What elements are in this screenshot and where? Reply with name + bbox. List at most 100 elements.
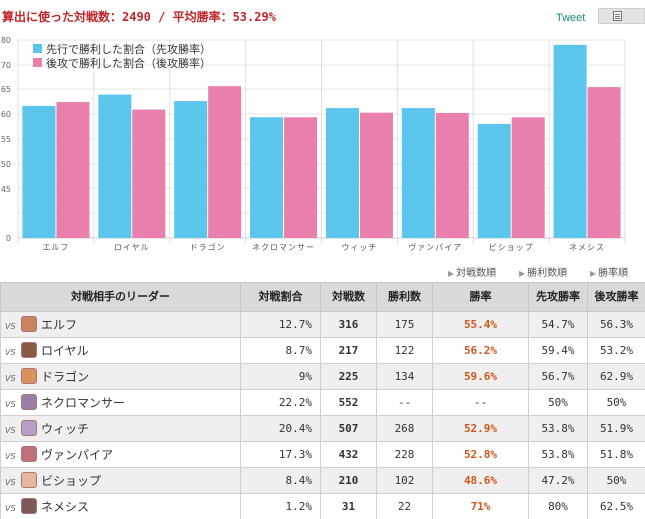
second-winrate-cell: 62.9% bbox=[587, 363, 645, 390]
chart-labels: 0 45 50 55 60 65 70 80 エルフ ロイヤル ドラゴン ネクロマンサー ウィッチ ヴァン… bbox=[1, 36, 605, 252]
y-tick-label: 50 bbox=[1, 160, 11, 169]
sort-by-battles-link[interactable]: ▶ 対戦数順 bbox=[448, 264, 496, 279]
leader-name: ドラゴン bbox=[41, 370, 90, 384]
y-tick-label: 65 bbox=[1, 85, 11, 94]
battles-cell: 31 bbox=[320, 493, 377, 519]
table-row: VS ロイヤル 8.7% 217 122 56.2% 59.4% 53.2% bbox=[0, 337, 645, 364]
second-winrate-bar bbox=[359, 112, 393, 238]
leader-name: エルフ bbox=[41, 318, 78, 332]
sort-options: ▶ 対戦数順 ▶ 勝利数順 ▶ 勝率順 bbox=[0, 262, 645, 279]
y-tick-label: 55 bbox=[1, 135, 11, 144]
leader-name: ネクロマンサー bbox=[41, 396, 126, 410]
leader-name: ロイヤル bbox=[41, 344, 89, 358]
battles-cell: 225 bbox=[320, 363, 377, 390]
wins-cell: 102 bbox=[376, 467, 433, 494]
winrate-cell: 56.2% bbox=[432, 337, 529, 364]
x-tick-label: ビショップ bbox=[489, 243, 534, 252]
x-tick-label: ネクロマンサー bbox=[252, 243, 315, 252]
vs-label: VS bbox=[5, 322, 16, 331]
y-tick-label: 60 bbox=[1, 110, 11, 119]
first-winrate-cell: 80% bbox=[528, 493, 588, 519]
battles-cell: 507 bbox=[320, 415, 377, 442]
sort-by-winrate-link[interactable]: ▶ 勝率順 bbox=[590, 264, 628, 279]
sort-by-wins-link[interactable]: ▶ 勝利数順 bbox=[519, 264, 567, 279]
share-cell: 8.7% bbox=[240, 337, 321, 364]
wins-cell: 228 bbox=[376, 441, 433, 468]
leader-avatar bbox=[21, 472, 37, 488]
share-cell: 22.2% bbox=[240, 389, 321, 416]
second-winrate-bar bbox=[132, 109, 166, 238]
x-tick-label: ロイヤル bbox=[114, 243, 150, 252]
wins-cell: 122 bbox=[376, 337, 433, 364]
second-winrate-bar bbox=[435, 112, 469, 238]
first-winrate-cell: 53.8% bbox=[528, 441, 588, 468]
share-cell: 20.4% bbox=[240, 415, 321, 442]
vs-label: VS bbox=[5, 452, 16, 461]
winrate-cell: 55.4% bbox=[432, 311, 529, 338]
first-winrate-bar bbox=[325, 108, 359, 238]
second-winrate-bar bbox=[284, 117, 318, 238]
leader-cell: VS ネメシス bbox=[0, 493, 241, 519]
second-winrate-cell: 62.5% bbox=[587, 493, 645, 519]
header-wins: 勝利数 bbox=[376, 282, 433, 312]
second-winrate-cell: 50% bbox=[587, 389, 645, 416]
sort-by-wins-label: 勝利数順 bbox=[527, 268, 568, 279]
header-battles: 対戦数 bbox=[320, 282, 377, 312]
second-winrate-bar bbox=[587, 87, 621, 239]
table-row: VS ビショップ 8.4% 210 102 48.6% 47.2% 50% bbox=[0, 467, 645, 494]
y-tick-label: 45 bbox=[1, 185, 11, 194]
document-icon bbox=[613, 11, 622, 21]
leader-cell: VS ウィッチ bbox=[0, 415, 241, 442]
first-winrate-cell: 53.8% bbox=[528, 415, 588, 442]
battles-cell: 552 bbox=[320, 389, 377, 416]
leader-avatar bbox=[21, 368, 37, 384]
header-second-winrate: 後攻勝率 bbox=[587, 282, 645, 312]
share-cell: 1.2% bbox=[240, 493, 321, 519]
table-row: VS ドラゴン 9% 225 134 59.6% 56.7% 62.9% bbox=[0, 363, 645, 390]
leader-cell: VS ネクロマンサー bbox=[0, 389, 241, 416]
header-first-winrate: 先攻勝率 bbox=[528, 282, 588, 312]
leader-avatar bbox=[21, 342, 37, 358]
x-tick-label: ネメシス bbox=[569, 243, 605, 252]
sort-by-winrate-label: 勝率順 bbox=[598, 268, 629, 279]
tweet-button[interactable]: Tweet bbox=[556, 12, 586, 24]
leader-avatar bbox=[21, 446, 37, 462]
x-tick-label: エルフ bbox=[42, 243, 69, 252]
leader-avatar bbox=[21, 316, 37, 332]
first-winrate-bar bbox=[401, 108, 435, 238]
winrate-bar-chart: 0 45 50 55 60 65 70 80 エルフ ロイヤル ドラゴン ネクロマンサー ウィッチ ヴァン… bbox=[0, 30, 645, 258]
second-winrate-cell: 51.8% bbox=[587, 441, 645, 468]
battles-cell: 210 bbox=[320, 467, 377, 494]
vs-label: VS bbox=[5, 504, 16, 513]
wins-cell: 134 bbox=[376, 363, 433, 390]
chart-svg: 0 45 50 55 60 65 70 80 エルフ ロイヤル ドラゴン ネクロマンサー ウィッチ ヴァン… bbox=[1, 36, 626, 252]
vs-label: VS bbox=[5, 426, 16, 435]
share-button[interactable] bbox=[598, 8, 645, 24]
opponent-table: 対戦相手のリーダー 対戦割合 対戦数 勝利数 勝率 先攻勝率 後攻勝率 VS エル… bbox=[0, 282, 645, 519]
first-winrate-bar bbox=[250, 117, 284, 238]
table-row: VS エルフ 12.7% 316 175 55.4% 54.7% 56.3% bbox=[0, 311, 645, 338]
chart-legend: 先行で勝利した割合（先攻勝率）後攻で勝利した割合（後攻勝率） bbox=[33, 42, 211, 70]
leader-name: ウィッチ bbox=[41, 422, 90, 436]
table-row: VS ネクロマンサー 22.2% 552 -- -- 50% 50% bbox=[0, 389, 645, 416]
share-cell: 8.4% bbox=[240, 467, 321, 494]
second-winrate-bar bbox=[511, 117, 545, 238]
leader-cell: VS ロイヤル bbox=[0, 337, 241, 364]
triangle-right-icon: ▶ bbox=[448, 269, 455, 278]
legend-label: 後攻で勝利した割合（後攻勝率） bbox=[46, 56, 211, 70]
leader-avatar bbox=[21, 420, 37, 436]
wins-cell: 22 bbox=[376, 493, 433, 519]
leader-avatar bbox=[21, 498, 37, 514]
second-winrate-cell: 56.3% bbox=[587, 311, 645, 338]
share-cell: 12.7% bbox=[240, 311, 321, 338]
first-winrate-cell: 54.7% bbox=[528, 311, 588, 338]
winrate-cell: 52.8% bbox=[432, 441, 529, 468]
first-winrate-bar bbox=[174, 101, 208, 238]
second-winrate-cell: 51.9% bbox=[587, 415, 645, 442]
winrate-cell: -- bbox=[432, 389, 529, 416]
first-winrate-bar bbox=[98, 94, 132, 238]
first-winrate-cell: 50% bbox=[528, 389, 588, 416]
first-winrate-cell: 59.4% bbox=[528, 337, 588, 364]
second-winrate-cell: 53.2% bbox=[587, 337, 645, 364]
first-winrate-cell: 56.7% bbox=[528, 363, 588, 390]
